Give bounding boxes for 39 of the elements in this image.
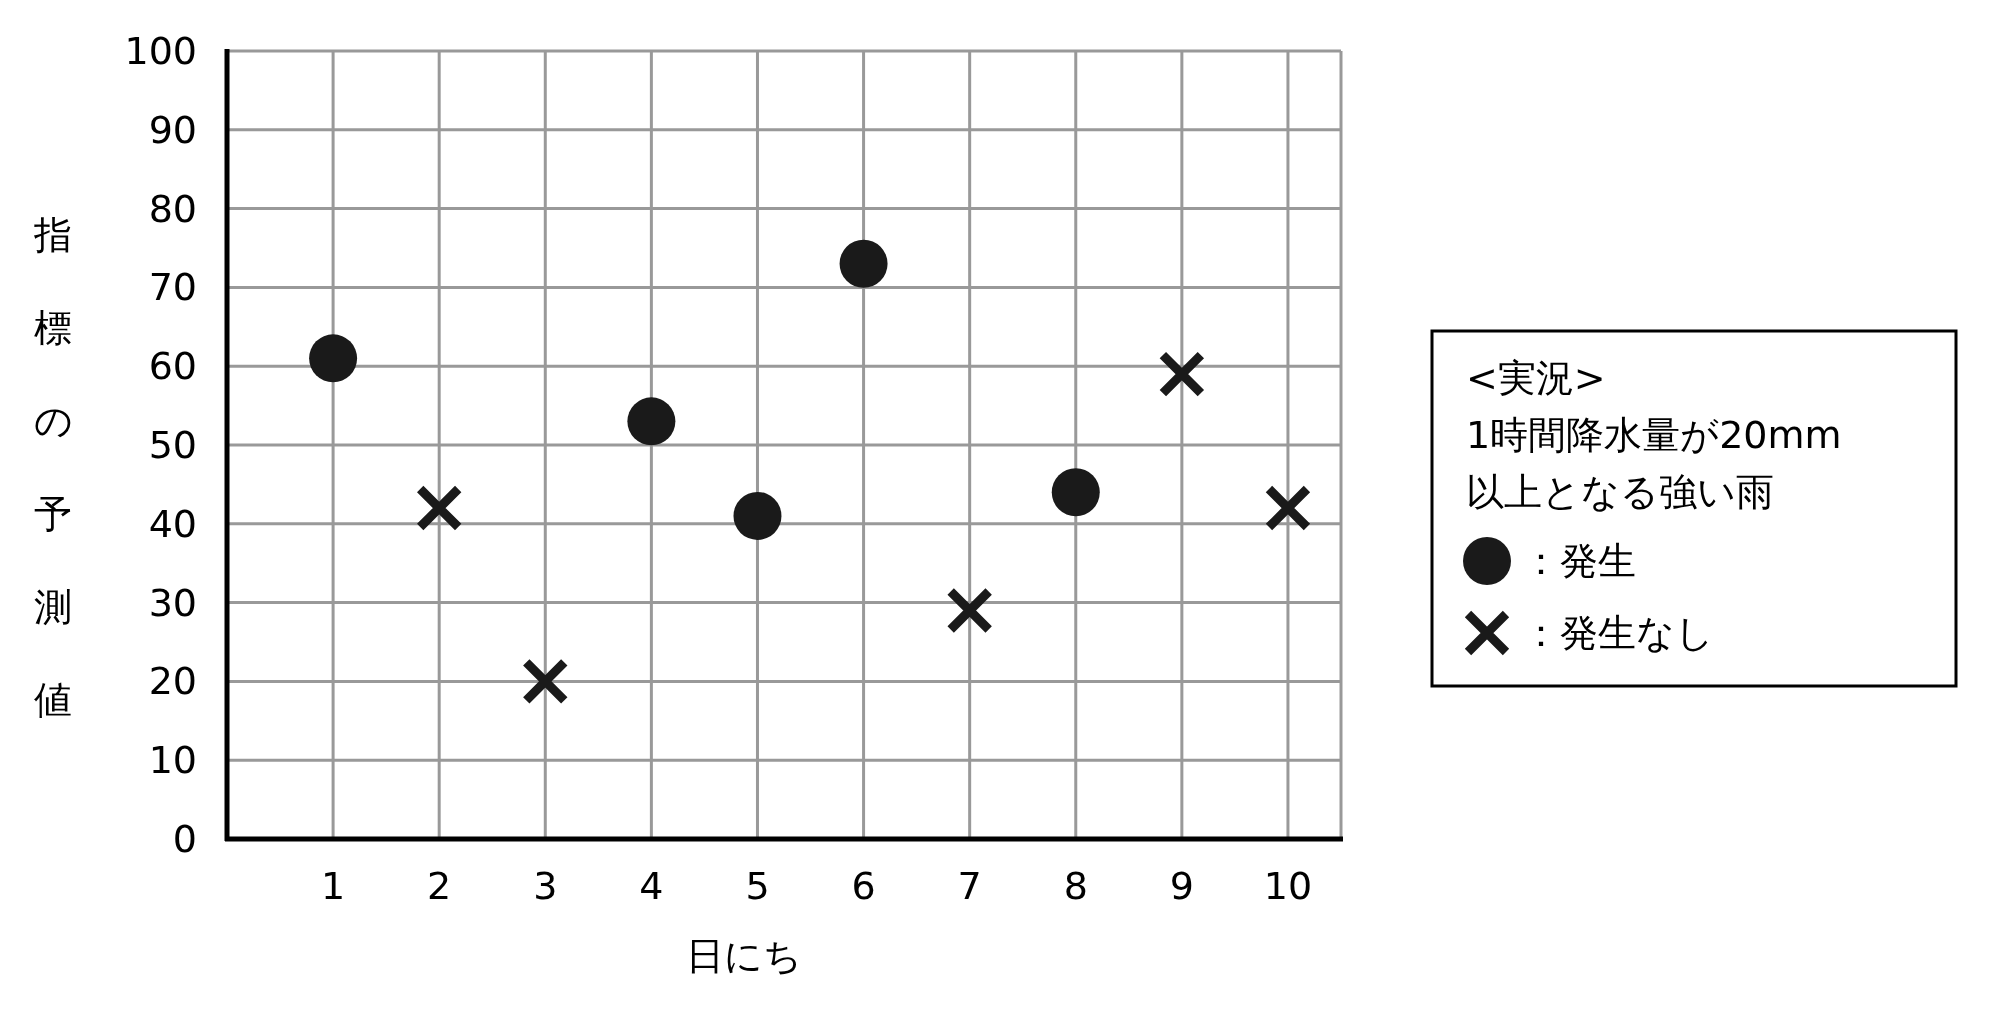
y-tick-label: 90: [148, 107, 197, 152]
y-tick-label: 30: [148, 580, 197, 625]
point: [521, 657, 569, 705]
legend-item: ：発生: [1463, 537, 1636, 585]
x-tick-label: 9: [1169, 864, 1194, 908]
point: [309, 334, 358, 383]
y-tick-label: 10: [148, 738, 197, 783]
x-tick-label: 3: [533, 864, 558, 908]
legend-label: ：発生なし: [1522, 611, 1714, 655]
point: [627, 397, 676, 446]
y-tick-label: 20: [148, 659, 197, 704]
point: [733, 491, 782, 540]
point: [1051, 468, 1100, 517]
x-tick-label: 6: [851, 864, 876, 908]
x-tick-label: 7: [957, 864, 982, 908]
y-tick-label: 40: [148, 501, 197, 546]
x-tick-label: 1: [321, 864, 346, 908]
x-tick-label: 10: [1263, 864, 1313, 908]
point: [839, 239, 888, 288]
x-axis-title: 日にち: [686, 934, 802, 978]
point: [1264, 484, 1312, 532]
legend-item: ：発生なし: [1463, 609, 1714, 657]
x-tick-label: 8: [1063, 864, 1088, 908]
x-tick-label: 4: [639, 864, 664, 908]
y-tick-label: 80: [148, 186, 197, 231]
y-tick-label: 50: [148, 423, 197, 467]
x-tick-label: 2: [427, 864, 452, 908]
legend-label: ：発生: [1522, 539, 1636, 583]
y-tick-label: 0: [172, 817, 197, 861]
y-tick-label: 70: [148, 265, 197, 310]
legend: <実況> 1時間降水量が20mm 以上となる強い雨 ：発生 ：発生なし: [1430, 329, 1958, 688]
x-tick-label: 5: [745, 864, 770, 908]
point: [1158, 350, 1206, 398]
point: [415, 484, 463, 532]
y-tick-label: 100: [124, 29, 197, 73]
legend-title: <実況> 1時間降水量が20mm 以上となる強い雨: [1466, 356, 1842, 514]
y-tick-label: 60: [148, 344, 197, 389]
text: 指標の予測値: [33, 213, 73, 722]
point: [946, 586, 994, 634]
